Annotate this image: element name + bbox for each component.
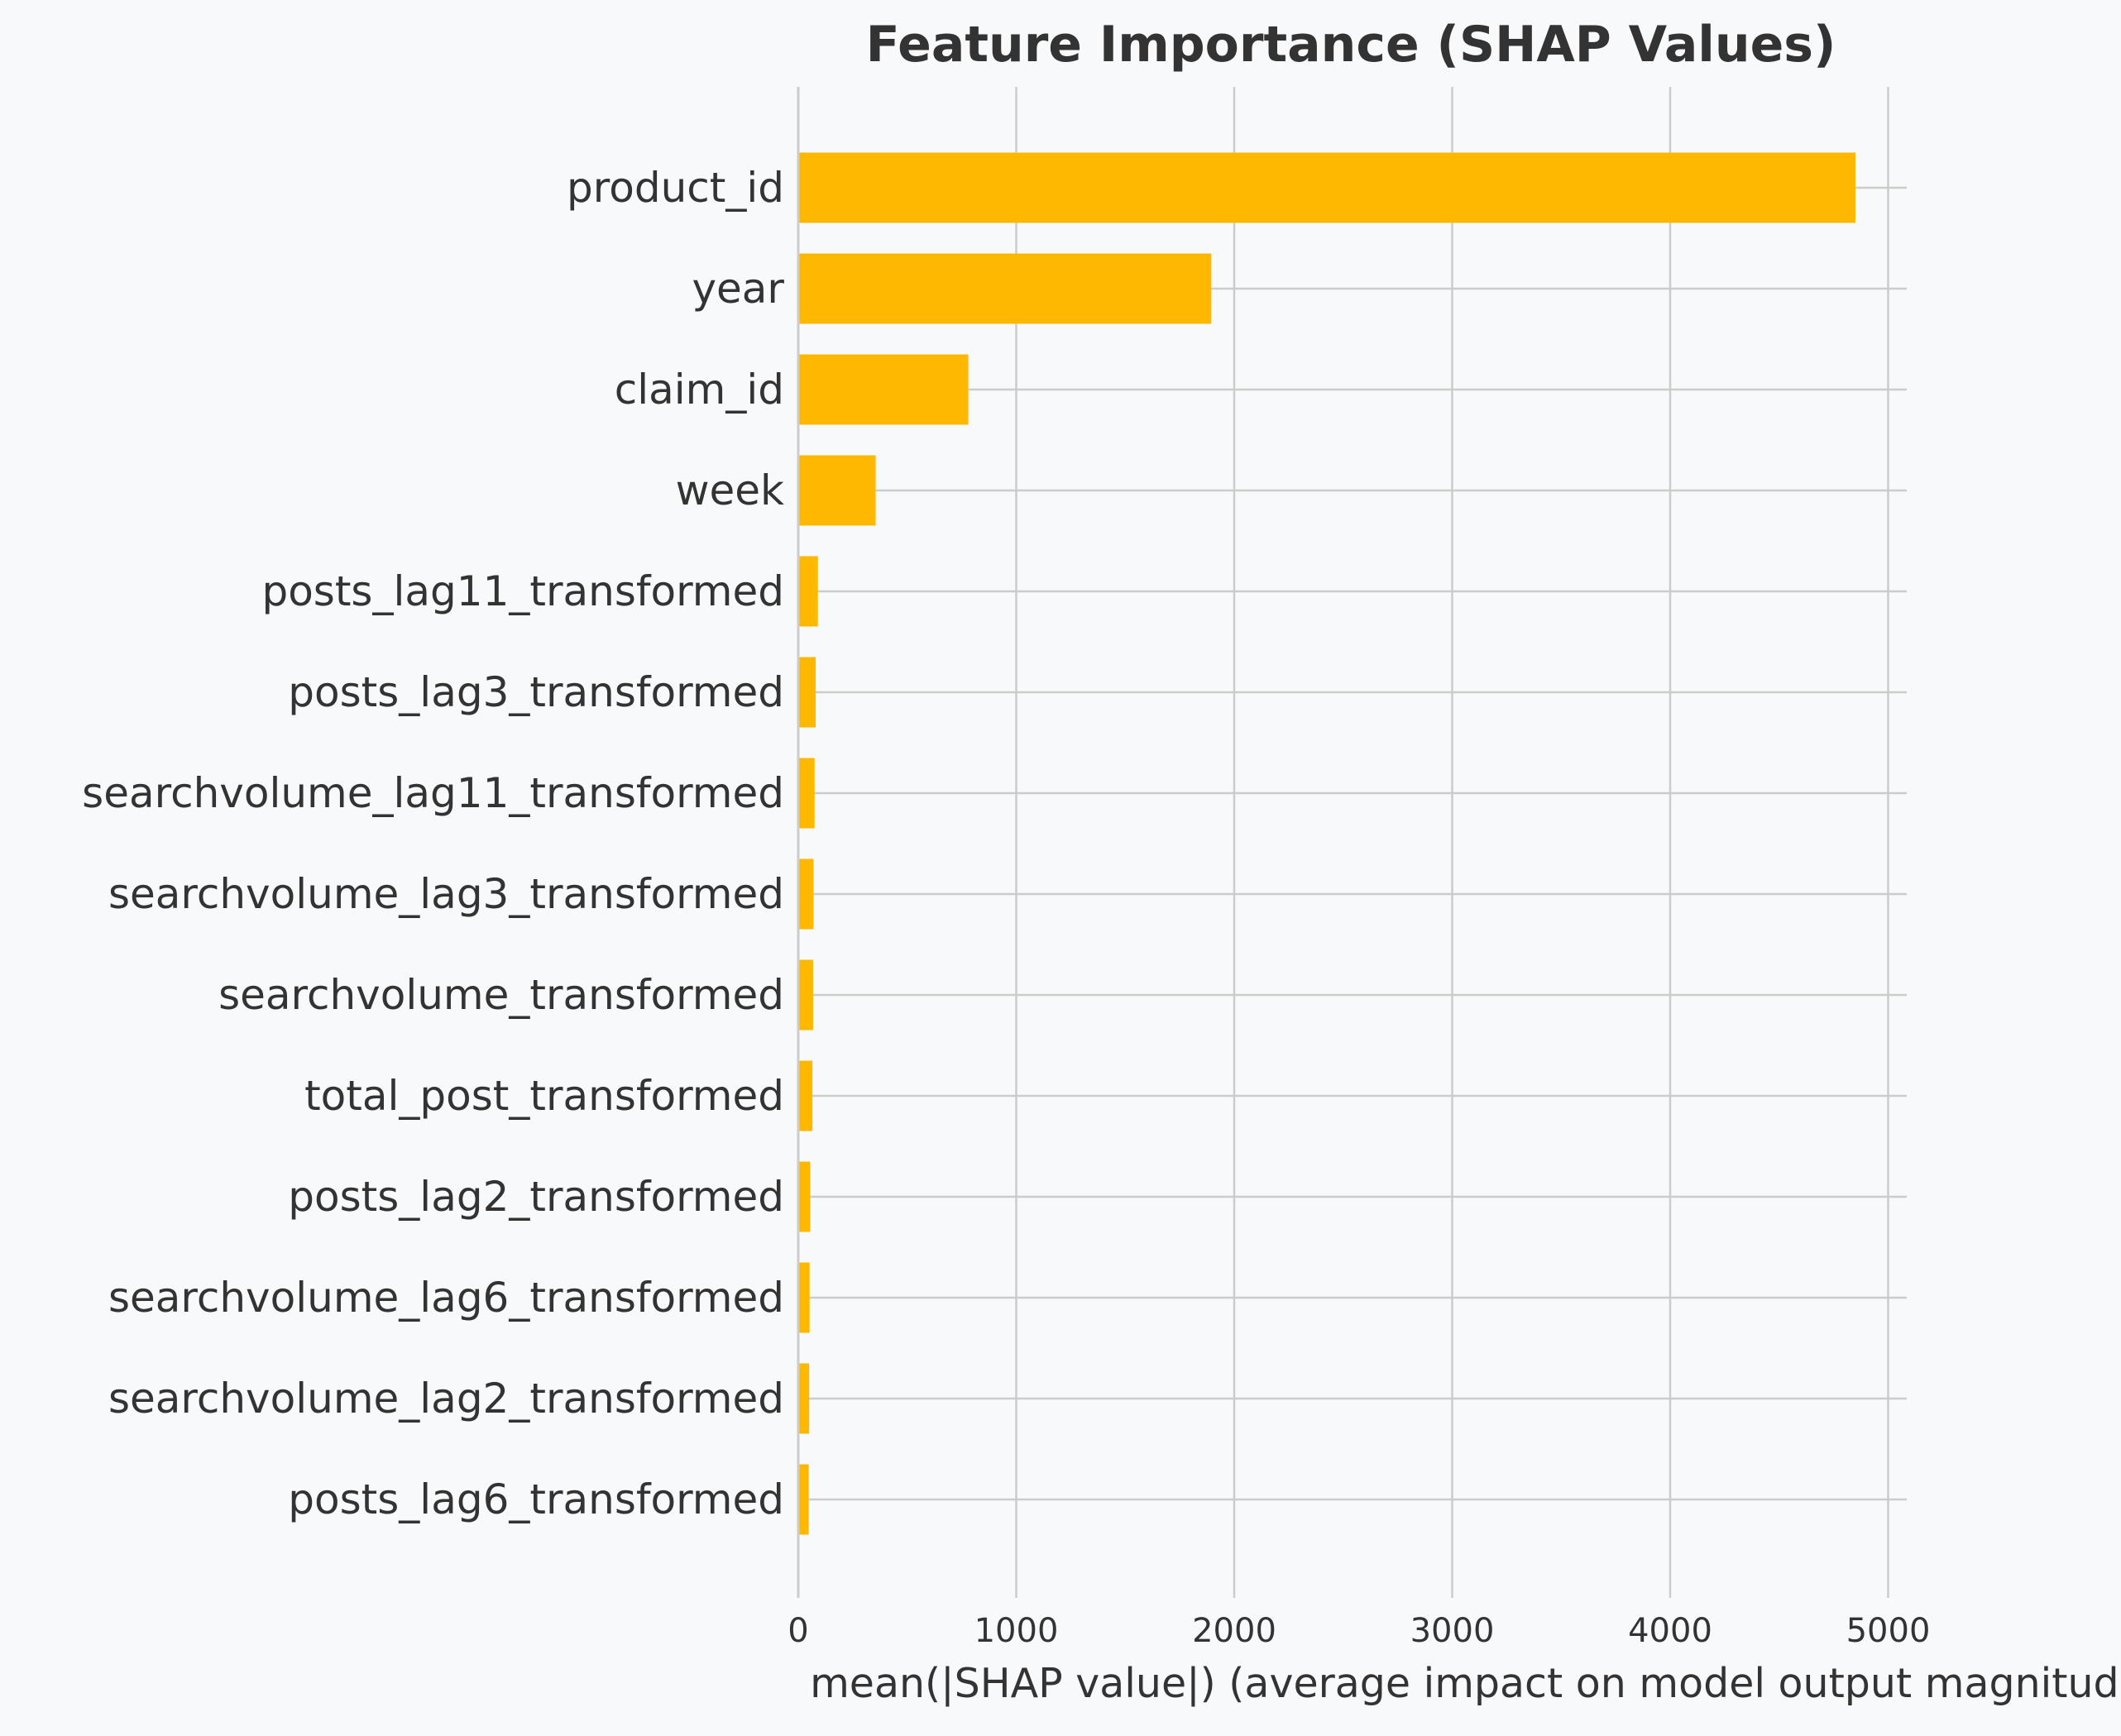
y-tick-label: claim_id [615, 366, 784, 414]
bar-searchvolume-lag3-transformed [798, 858, 814, 930]
bar-product-id [798, 152, 1855, 223]
bar-searchvolume-lag11-transformed [798, 758, 815, 829]
y-tick-label: searchvolume_lag2_transformed [108, 1375, 784, 1423]
x-tick-label: 2000 [1192, 1612, 1276, 1650]
x-tick-labels: 0 1000 2000 3000 4000 5000 [788, 1612, 1930, 1650]
bar-claim-id [798, 354, 969, 425]
chart-title: Feature Importance (SHAP Values) [866, 16, 1836, 74]
y-tick-label: posts_lag6_transformed [288, 1475, 784, 1523]
x-tick-label: 1000 [974, 1612, 1059, 1650]
x-tick-label: 3000 [1410, 1612, 1495, 1650]
bar-year [798, 253, 1212, 324]
bar-posts-lag6-transformed [798, 1464, 809, 1535]
bar-searchvolume-lag6-transformed [798, 1262, 810, 1333]
y-tick-label: searchvolume_transformed [218, 971, 784, 1019]
y-tick-label: posts_lag2_transformed [288, 1173, 784, 1221]
x-tick-label: 0 [788, 1612, 808, 1650]
y-tick-label: product_id [567, 164, 784, 212]
bar-searchvolume-lag2-transformed [798, 1363, 810, 1434]
grid-lines [798, 87, 1907, 1598]
y-tick-label: total_post_transformed [304, 1072, 784, 1120]
y-tick-label: posts_lag3_transformed [288, 668, 784, 716]
y-tick-label: searchvolume_lag3_transformed [108, 870, 784, 918]
bar-posts-lag3-transformed [798, 657, 816, 728]
x-axis-label: mean(|SHAP value|) (average impact on mo… [810, 1660, 2121, 1707]
bar-total-post-transformed [798, 1060, 813, 1131]
bars [798, 152, 1855, 1535]
y-tick-label: searchvolume_lag11_transformed [82, 769, 784, 817]
y-tick-label: week [676, 466, 784, 514]
bar-posts-lag2-transformed [798, 1161, 811, 1232]
bar-week [798, 455, 876, 526]
bar-searchvolume-transformed [798, 959, 813, 1031]
y-tick-label: posts_lag11_transformed [261, 567, 784, 615]
x-tick-label: 5000 [1846, 1612, 1931, 1650]
x-tick-label: 4000 [1628, 1612, 1712, 1650]
y-tick-label: year [692, 265, 784, 313]
y-tick-label: searchvolume_lag6_transformed [108, 1274, 784, 1322]
bar-posts-lag11-transformed [798, 556, 818, 627]
